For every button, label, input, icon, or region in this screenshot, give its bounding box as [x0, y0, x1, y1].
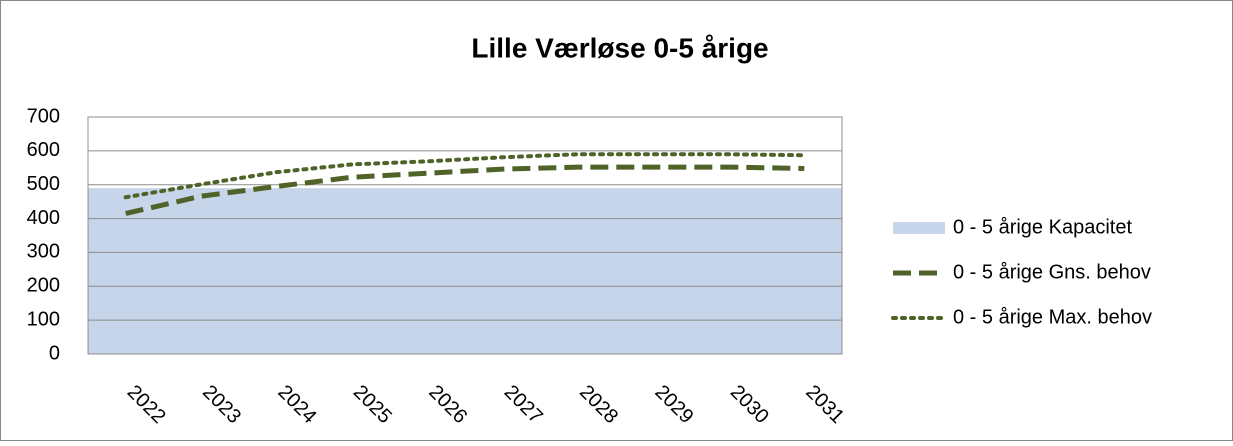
line — [123, 152, 807, 200]
y-tick-label: 300 — [27, 241, 60, 263]
y-tick-label: 100 — [27, 308, 60, 330]
y-tick-label: 200 — [27, 275, 60, 297]
chart-title: Lille Værløse 0-5 årige — [471, 32, 768, 63]
area — [88, 188, 842, 354]
y-tick-label: 700 — [27, 105, 60, 127]
y-tick-label: 500 — [27, 173, 60, 195]
y-tick-label: 400 — [27, 207, 60, 229]
y-tick-label: 600 — [27, 139, 60, 161]
line — [125, 164, 805, 216]
legend-label: 0 - 5 årige Max. behov — [953, 306, 1152, 328]
plot-border — [87, 116, 843, 355]
y-tick-label: 0 — [49, 342, 60, 364]
legend-swatch — [893, 222, 945, 234]
legend-label: 0 - 5 årige Gns. behov — [953, 261, 1151, 283]
legend-label: 0 - 5 årige Kapacitet — [953, 216, 1132, 238]
